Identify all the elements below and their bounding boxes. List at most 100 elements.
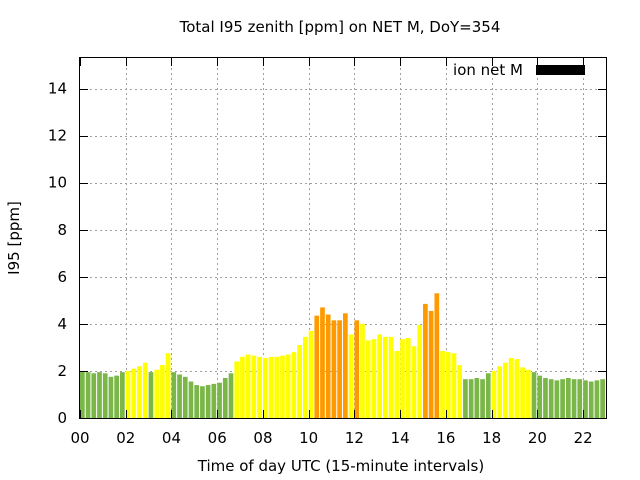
bar — [245, 354, 251, 418]
bar — [371, 339, 377, 418]
y-tick-label: 14 — [48, 80, 67, 98]
x-tick-label: 10 — [299, 429, 318, 447]
plot-frame — [79, 57, 607, 419]
bar — [554, 380, 560, 418]
bar — [297, 345, 302, 418]
bar — [565, 378, 571, 418]
bar — [274, 356, 280, 418]
y-tick-label: 2 — [57, 362, 67, 380]
bar — [520, 367, 525, 418]
bar — [428, 310, 434, 418]
bar — [440, 350, 445, 418]
x-tick-label: 02 — [116, 429, 135, 447]
ticks — [80, 58, 606, 419]
bar — [491, 370, 497, 418]
bar — [577, 379, 583, 418]
x-tick-label: 12 — [345, 429, 364, 447]
bar — [102, 373, 108, 418]
bar — [571, 379, 577, 418]
bar — [377, 334, 382, 418]
x-tick-label: 20 — [528, 429, 547, 447]
bar — [337, 320, 342, 418]
bar — [234, 361, 240, 418]
x-tick-label: 00 — [70, 429, 89, 447]
bar — [200, 386, 205, 418]
bar — [228, 373, 234, 418]
bar — [114, 375, 119, 418]
bar — [217, 382, 222, 418]
x-tick-label: 22 — [574, 429, 593, 447]
bar — [194, 385, 200, 418]
bar — [240, 356, 245, 418]
bar — [588, 381, 594, 418]
bar — [531, 372, 537, 418]
y-tick-label: 4 — [57, 315, 67, 333]
bar — [160, 365, 165, 418]
bar — [457, 365, 463, 418]
bar — [434, 293, 440, 418]
bar — [400, 339, 405, 418]
bar — [451, 353, 457, 418]
bar — [423, 303, 428, 418]
x-tick-label: 06 — [208, 429, 227, 447]
x-tick-label: 16 — [436, 429, 455, 447]
bar — [480, 379, 485, 418]
bar — [388, 336, 394, 418]
bar — [268, 356, 274, 418]
bar — [80, 370, 85, 418]
bar — [508, 358, 514, 418]
bar — [365, 340, 371, 418]
bar — [137, 366, 142, 418]
bar — [548, 379, 554, 418]
bar — [514, 359, 520, 418]
x-tick-label: 18 — [482, 429, 501, 447]
bar — [91, 373, 97, 418]
bar — [331, 320, 337, 418]
bar — [120, 372, 125, 418]
bar — [302, 336, 308, 418]
bar — [463, 379, 468, 418]
bar — [525, 369, 531, 418]
bar — [291, 352, 297, 418]
y-tick-label: 0 — [57, 409, 67, 427]
y-tick-label: 10 — [48, 174, 67, 192]
bar — [85, 372, 91, 418]
bar — [474, 378, 480, 418]
bar — [445, 352, 451, 418]
bar — [343, 313, 348, 418]
bar — [320, 307, 325, 418]
legend-swatch — [536, 65, 585, 75]
bar — [394, 350, 400, 418]
x-tick-labels: 00 02 04 06 08 10 12 14 16 18 20 22 — [70, 429, 592, 447]
bar — [257, 356, 262, 418]
bar — [251, 355, 257, 418]
bar — [131, 368, 137, 418]
bars — [80, 293, 605, 418]
x-tick-label: 04 — [162, 429, 181, 447]
bar — [188, 381, 194, 418]
bar — [285, 354, 291, 418]
bar — [308, 330, 314, 418]
bar — [125, 370, 131, 418]
bar — [280, 355, 285, 418]
grid — [80, 58, 606, 418]
y-tick-labels: 0 2 4 6 8 10 12 14 — [48, 80, 67, 427]
bar — [148, 372, 154, 418]
bar — [108, 376, 114, 418]
bar — [537, 375, 543, 418]
x-tick-label: 08 — [253, 429, 272, 447]
bar — [171, 372, 177, 418]
x-axis-label: Time of day UTC (15-minute intervals) — [197, 457, 484, 475]
bar — [222, 378, 228, 418]
bar — [405, 338, 411, 418]
legend-label: ion net M — [453, 61, 523, 79]
bar — [97, 372, 102, 418]
x-tick-label: 14 — [391, 429, 410, 447]
bar — [211, 383, 217, 418]
bar — [503, 362, 508, 418]
bar — [182, 376, 188, 418]
bar — [262, 358, 268, 418]
bar — [543, 378, 548, 418]
legend: ion net M — [453, 61, 585, 79]
